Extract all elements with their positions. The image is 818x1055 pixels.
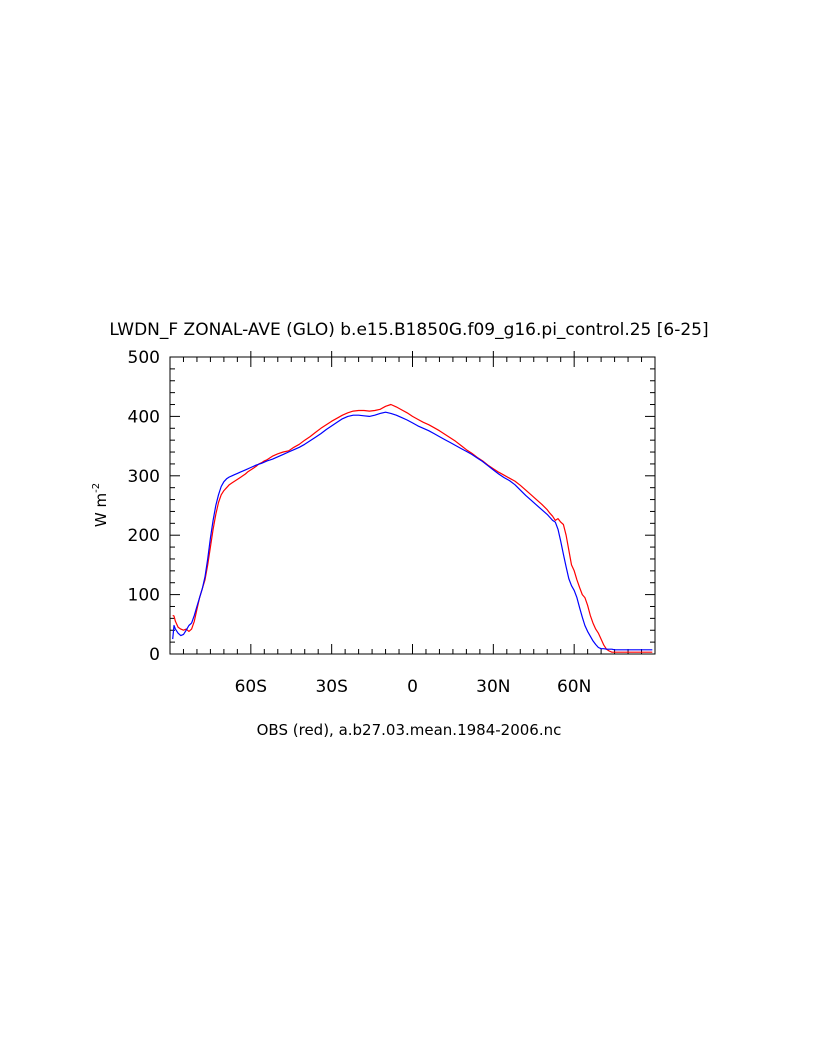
chart-title: LWDN_F ZONAL-AVE (GLO) b.e15.B1850G.f09_…: [109, 320, 708, 340]
plot-frame: [169, 356, 656, 655]
y-axis-label: W m-2: [91, 483, 110, 527]
y-tick-label: 0: [149, 645, 160, 665]
y-tick-labels: 0 100 200 300 400 500: [128, 348, 160, 665]
plot-border: [169, 356, 656, 655]
y-tick-label: 300: [128, 467, 160, 487]
x-tick-label: 0: [407, 677, 418, 697]
x-tick-label: 60N: [557, 677, 591, 697]
x-tick-label: 30S: [315, 677, 347, 697]
major-ticks: [170, 351, 655, 655]
x-tick-label: 60S: [235, 677, 267, 697]
y-tick-label: 100: [128, 586, 160, 606]
y-axis-label-unit: W m: [92, 493, 110, 527]
series-line-2: [172, 411, 653, 651]
y-tick-label: 500: [128, 348, 160, 368]
y-tick-label: 400: [128, 407, 160, 427]
minor-ticks: [170, 357, 655, 654]
y-tick-label: 200: [128, 526, 160, 546]
y-axis-label-exponent: -2: [91, 483, 102, 493]
x-axis-label: OBS (red), a.b27.03.mean.1984-2006.nc: [257, 721, 562, 739]
x-tick-label: 30N: [476, 677, 510, 697]
series-line-1: [172, 403, 653, 653]
x-tick-labels: 60S 30S 0 30N 60N: [235, 677, 592, 697]
series-lines: [172, 403, 653, 653]
